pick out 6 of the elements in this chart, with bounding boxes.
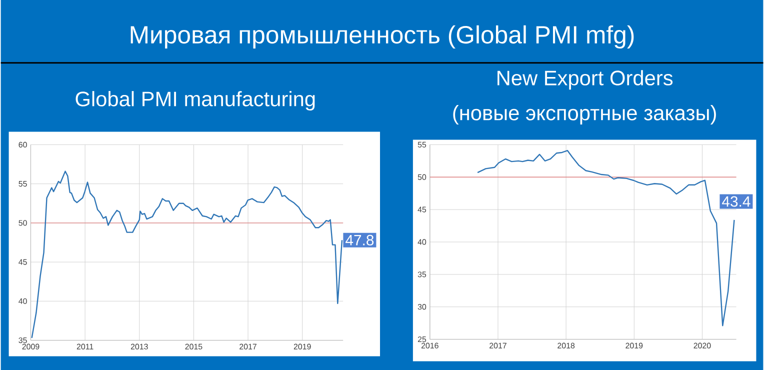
- chart-title: New Export Orders: [498, 70, 673, 90]
- annotation: 43.4: [722, 196, 750, 207]
- chart-title: Мировая промышленность (Global PMI mfg): [130, 25, 634, 48]
- chart-subtitle: (новые экспортные заказы): [453, 104, 716, 124]
- annotation: 47.8: [346, 234, 374, 246]
- chart-subtitle: Global PMI manufacturing: [76, 90, 315, 110]
